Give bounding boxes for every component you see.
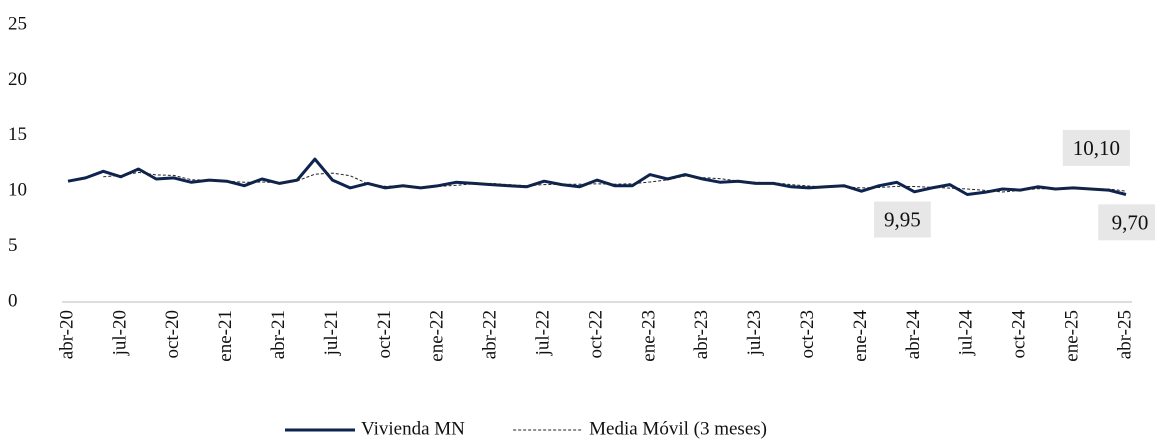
y-tick-label: 5 [8, 235, 18, 256]
y-tick-label: 20 [8, 69, 27, 90]
x-tick-label: abr-23 [691, 310, 712, 359]
data-label: 9,70 [1098, 204, 1155, 241]
y-tick-label: 25 [8, 13, 27, 34]
x-tick-label: oct-21 [374, 310, 395, 359]
x-tick-label: jul-24 [956, 310, 977, 357]
x-tick-label: abr-21 [268, 310, 289, 359]
x-tick-label: abr-20 [56, 310, 77, 359]
x-tick-label: abr-22 [480, 310, 501, 359]
x-tick-label: ene-22 [427, 310, 448, 362]
y-tick-label: 15 [8, 124, 27, 145]
x-tick-label: jul-21 [321, 310, 342, 356]
y-tick-label: 10 [8, 180, 27, 201]
x-tick-label: oct-24 [1009, 310, 1030, 359]
x-tick-label: oct-23 [797, 310, 818, 359]
series-line [67, 157, 1127, 196]
x-tick-label: oct-20 [162, 310, 183, 359]
data-label-box [1098, 204, 1155, 241]
x-tick-label: ene-24 [850, 310, 871, 362]
data-label-box [874, 201, 931, 238]
x-tick-label: abr-24 [903, 310, 924, 360]
data-label-text: 10,10 [1073, 136, 1120, 160]
moving-average-line [103, 171, 1127, 193]
x-tick-label: ene-25 [1061, 310, 1082, 362]
data-label-text: 9,70 [1112, 210, 1149, 234]
x-tick-label: oct-22 [585, 310, 606, 359]
legend-label: Vivienda MN [361, 418, 465, 439]
x-tick-label: jul-20 [109, 310, 130, 356]
data-label-box [1062, 129, 1130, 166]
data-label: 9,95 [874, 201, 931, 238]
y-tick-label: 0 [8, 290, 18, 311]
data-label: 10,10 [1062, 129, 1130, 166]
legend-label: Media Móvil (3 meses) [589, 418, 767, 439]
x-tick-label: ene-23 [638, 310, 659, 362]
data-label-text: 9,95 [884, 208, 921, 232]
x-tick-label: abr-25 [1114, 310, 1135, 359]
x-tick-label: jul-22 [532, 310, 553, 356]
x-tick-label: jul-23 [744, 310, 765, 356]
x-tick-label: ene-21 [215, 310, 236, 362]
